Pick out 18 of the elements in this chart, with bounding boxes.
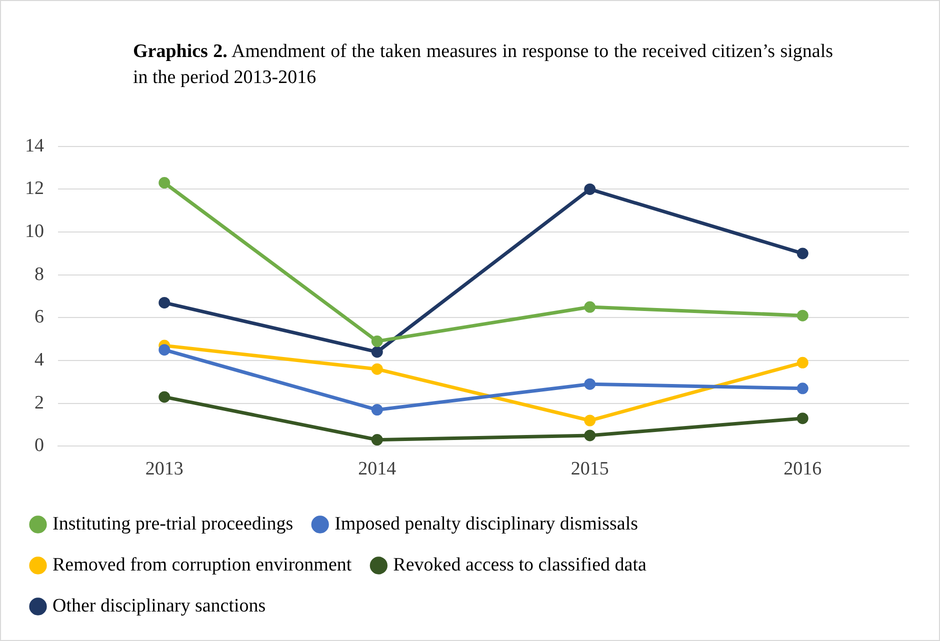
legend-label: Other disciplinary sanctions: [52, 595, 266, 616]
y-tick-label: 12: [25, 178, 44, 200]
x-tick-label: 2014: [358, 458, 397, 480]
x-tick-label: 2016: [784, 458, 822, 480]
y-tick-label: 0: [34, 435, 44, 456]
y-tick-label: 4: [34, 350, 44, 371]
y-tick-label: 8: [34, 264, 44, 285]
x-tick-label: 2015: [570, 458, 609, 480]
legend-label: Instituting pre-trial proceedings: [52, 513, 294, 534]
legend-label: Revoked access to classified data: [393, 554, 647, 576]
y-tick-label: 14: [25, 135, 44, 156]
chart-title: Graphics 2. Amendment of the taken measures in response to the received citizen’s signals in the period 2013-2016: [133, 40, 833, 90]
legend-label: Imposed penalty disciplinary dismissals: [334, 513, 638, 534]
y-tick-label: 10: [25, 221, 44, 242]
y-tick-label: 2: [34, 392, 44, 414]
y-tick-label: 6: [34, 306, 44, 328]
legend-label: Removed from corruption environment: [52, 554, 352, 576]
x-tick-label: 2013: [145, 458, 184, 480]
